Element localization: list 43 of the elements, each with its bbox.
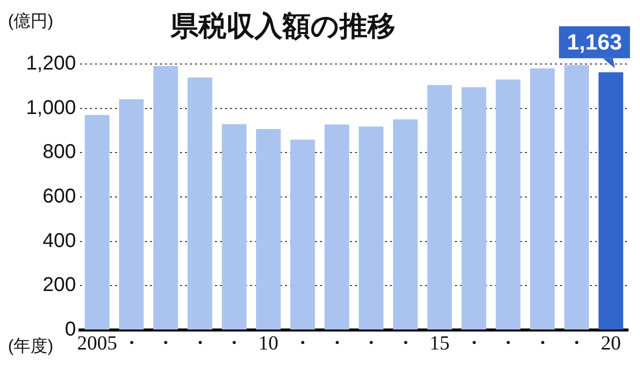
y-tick-label: 0 — [64, 318, 76, 341]
y-tick-label: 1,000 — [26, 96, 76, 119]
bar — [358, 126, 384, 330]
bar — [222, 124, 246, 330]
bar — [393, 119, 418, 330]
x-tick-label: ・ — [121, 332, 142, 354]
x-tick-label: ・ — [464, 332, 484, 354]
x-tick-label: ・ — [361, 332, 382, 354]
x-tick-label: ・ — [326, 332, 347, 354]
x-tick-label: 15 — [430, 332, 450, 354]
bar — [462, 87, 486, 330]
bar — [427, 85, 452, 330]
x-tick-label: ・ — [498, 332, 518, 354]
data-label: 1,163 — [566, 29, 622, 54]
bar — [530, 68, 555, 330]
y-tick-label: 1,200 — [26, 52, 76, 75]
bar — [324, 124, 350, 330]
bar — [598, 72, 624, 330]
bar — [256, 128, 281, 330]
bar — [119, 99, 144, 330]
bar — [153, 66, 178, 330]
bar — [290, 140, 315, 330]
bar — [496, 80, 520, 330]
chart-title: 県税収入額の推移 — [170, 10, 396, 42]
x-tick-label: ・ — [224, 332, 244, 354]
x-tick-label: 2005 — [77, 332, 118, 354]
x-tick-label: ・ — [532, 332, 552, 354]
x-tick-label: 10 — [258, 332, 278, 354]
x-tick-label: ・ — [292, 332, 313, 354]
y-tick-label: 200 — [42, 274, 76, 296]
bar — [84, 114, 110, 330]
x-tick-label: ・ — [156, 332, 176, 354]
bar — [188, 78, 212, 330]
x-tick-label: 20 — [600, 332, 621, 354]
x-tick-label: ・ — [566, 332, 587, 354]
y-tick-label: 400 — [42, 230, 76, 252]
y-tick-label: 600 — [42, 186, 76, 208]
y-tick-label: 800 — [42, 141, 76, 164]
x-tick-label: ・ — [190, 332, 210, 354]
y-axis-title: (億円) — [8, 12, 54, 31]
x-tick-label: ・ — [395, 332, 416, 354]
bar — [564, 65, 589, 330]
x-axis-title: (年度) — [8, 336, 54, 356]
